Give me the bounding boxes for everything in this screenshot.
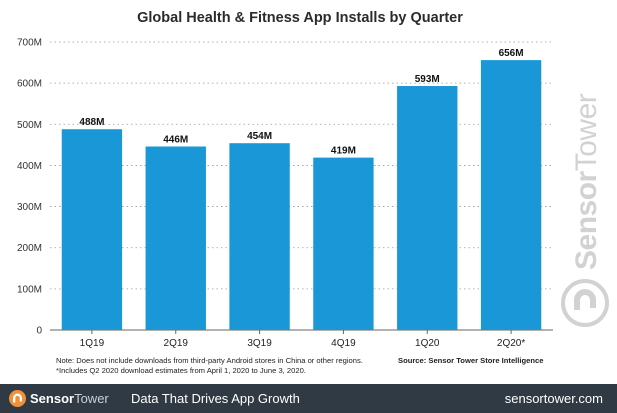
chart-notes: Note: Does not include downloads from th… (56, 356, 363, 376)
note-line-2: *Includes Q2 2020 download estimates fro… (56, 366, 306, 375)
data-label: 593M (415, 74, 440, 85)
bar (480, 60, 542, 331)
y-tick-label: 200M (17, 243, 42, 254)
y-tick-label: 500M (17, 120, 42, 131)
watermark-text-light: Tower (570, 93, 603, 172)
data-labels: 488M 446M 454M 419M 593M 656M (79, 48, 523, 157)
chart-title: Global Health & Fitness App Installs by … (137, 10, 463, 26)
watermark-text-strong: Sensor (570, 171, 603, 270)
y-tick-label: 400M (17, 161, 42, 172)
bar (229, 143, 290, 330)
footer-brand-light: Tower (74, 391, 109, 406)
y-axis: 0 100M 200M 300M 400M 500M 600M 700M (17, 38, 42, 337)
x-axis: 1Q19 2Q19 3Q19 4Q19 1Q20 2Q20* (80, 330, 525, 349)
data-label: 419M (331, 146, 356, 157)
x-tick-label: 3Q19 (247, 338, 272, 349)
y-tick-label: 600M (17, 79, 42, 90)
y-tick-label: 0 (36, 326, 42, 337)
sensortower-logo-icon (9, 390, 26, 407)
sensortower-logo-icon (561, 279, 609, 327)
bar (145, 146, 206, 330)
footer-tagline: Data That Drives App Growth (131, 391, 300, 406)
footer-brand-strong: Sensor (30, 391, 75, 406)
x-tick-label: 4Q19 (331, 338, 356, 349)
footer-brand: SensorTower (30, 391, 109, 406)
x-tick-label: 1Q20 (415, 338, 440, 349)
source-note: Source: Sensor Tower Store Intelligence (398, 356, 544, 365)
footer-url[interactable]: sensortower.com (504, 391, 603, 406)
bar (61, 129, 123, 330)
bar-chart: 0 100M 200M 300M 400M 500M 600M 700M 488M 446M 45… (17, 38, 553, 349)
x-tick-label: 1Q19 (80, 338, 105, 349)
sensortower-watermark: SensorTower (556, 70, 616, 340)
data-label: 656M (499, 48, 524, 59)
x-tick-label: 2Q20* (497, 338, 525, 349)
bars (61, 60, 542, 331)
data-label: 446M (163, 135, 188, 146)
watermark-text: SensorTower (570, 94, 604, 270)
footer-bar: SensorTower Data That Drives App Growth … (0, 384, 617, 413)
y-tick-label: 100M (17, 284, 42, 295)
data-label: 488M (79, 117, 104, 128)
bar (397, 86, 458, 330)
bar (313, 157, 374, 330)
data-label: 454M (247, 131, 272, 142)
note-line-1: Note: Does not include downloads from th… (56, 356, 363, 365)
gridlines (50, 41, 553, 331)
x-tick-label: 2Q19 (164, 338, 189, 349)
y-tick-label: 700M (17, 38, 42, 49)
y-tick-label: 300M (17, 202, 42, 213)
